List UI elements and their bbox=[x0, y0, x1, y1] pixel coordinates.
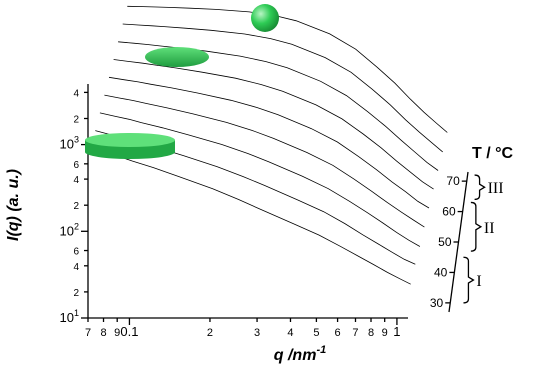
y-tick-label: 101 bbox=[60, 308, 79, 325]
y-tick-label: 2 bbox=[73, 201, 79, 212]
x-axis-label: q /nm-1 bbox=[274, 344, 326, 364]
x-axis-label-sup: -1 bbox=[316, 344, 326, 356]
curve bbox=[104, 94, 425, 228]
x-tick-label: 4 bbox=[287, 327, 293, 339]
region-label: III bbox=[488, 180, 504, 197]
disk-icon bbox=[145, 47, 209, 67]
y-tick-label-base: 2 bbox=[73, 115, 79, 126]
x-tick-label: 3 bbox=[254, 327, 260, 339]
y-tick-label: 102 bbox=[60, 221, 79, 238]
curve bbox=[127, 5, 448, 133]
sphere-icon bbox=[251, 4, 279, 32]
z-tick-label: 50 bbox=[438, 235, 452, 249]
region-bracket bbox=[463, 256, 475, 304]
x-tick-label: 5 bbox=[313, 327, 319, 339]
cylinder-top bbox=[85, 133, 175, 147]
y-tick-label-base: 4 bbox=[73, 175, 79, 186]
y-tick-label: 4 bbox=[73, 175, 79, 186]
particle-illustrations bbox=[85, 4, 279, 159]
y-tick-label-sup: 3 bbox=[74, 135, 79, 145]
y-tick-label-base: 6 bbox=[73, 160, 79, 171]
y-tick-label-base: 2 bbox=[73, 201, 79, 212]
z-tick-label: 30 bbox=[430, 296, 444, 310]
x-tick-label: 7 bbox=[85, 327, 91, 339]
x-tick-label: 2 bbox=[207, 327, 213, 339]
z-axis-label: T / °C bbox=[472, 145, 514, 162]
y-tick-label-base: 4 bbox=[73, 88, 79, 99]
region-label: II bbox=[484, 220, 495, 237]
y-tick-label-sup: 2 bbox=[74, 221, 79, 231]
z-tick-label: 40 bbox=[434, 265, 448, 279]
y-axis-label: I(q) (a. u.) bbox=[5, 169, 22, 241]
y-tick-label-base: 10 bbox=[60, 223, 74, 238]
x-tick-label: 0.1 bbox=[120, 324, 138, 339]
curve bbox=[108, 76, 430, 209]
region-label: I bbox=[476, 273, 481, 290]
y-tick-label-sup: 1 bbox=[74, 308, 79, 318]
curve bbox=[90, 148, 411, 285]
curves bbox=[90, 5, 448, 285]
curve bbox=[118, 41, 439, 171]
y-tick-label: 6 bbox=[73, 160, 79, 171]
y-tick-label-base: 6 bbox=[73, 247, 79, 258]
region-bracket bbox=[474, 174, 486, 201]
curve bbox=[99, 112, 421, 247]
z-tick-label: 60 bbox=[442, 205, 456, 219]
y-tick-label-base: 4 bbox=[73, 262, 79, 273]
x-tick-label: 9 bbox=[114, 327, 120, 339]
y-tick-label-base: 10 bbox=[60, 310, 74, 325]
y-tick-label: 6 bbox=[73, 247, 79, 258]
x-tick-label: 8 bbox=[100, 327, 106, 339]
y-tick-label: 4 bbox=[73, 88, 79, 99]
y-tick-label-base: 2 bbox=[73, 288, 79, 299]
x-tick-label: 8 bbox=[368, 327, 374, 339]
y-tick-label: 2 bbox=[73, 288, 79, 299]
x-tick-label: 9 bbox=[382, 327, 388, 339]
x-axis-label-main: q /nm bbox=[274, 347, 317, 364]
y-tick-label: 4 bbox=[73, 262, 79, 273]
curve bbox=[113, 59, 434, 190]
x-tick-label: 7 bbox=[352, 327, 358, 339]
y-tick-label-base: 10 bbox=[60, 137, 74, 152]
x-tick-label: 1 bbox=[393, 324, 400, 339]
z-tick-label: 70 bbox=[446, 174, 460, 188]
curve bbox=[122, 23, 443, 153]
region-bracket bbox=[470, 201, 483, 252]
y-tick-label: 2 bbox=[73, 115, 79, 126]
y-tick-label: 103 bbox=[60, 135, 79, 152]
x-tick-label: 6 bbox=[335, 327, 341, 339]
